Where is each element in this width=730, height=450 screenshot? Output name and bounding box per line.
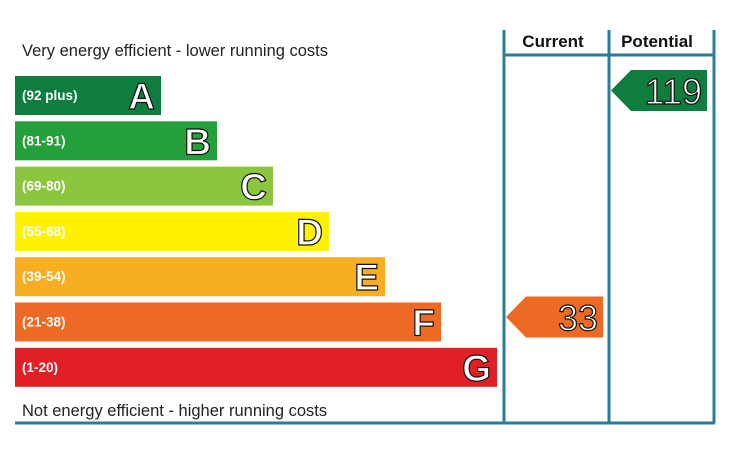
current-header: Current (522, 32, 584, 51)
band-F: (21-38) F (15, 302, 441, 344)
potential-header: Potential (621, 32, 693, 51)
current-rating-arrow: 33 (506, 296, 603, 339)
band-letter: A (128, 76, 155, 117)
band-bar-A (15, 76, 161, 115)
current-rating-arrow-value: 33 (558, 298, 598, 339)
band-bar-G (15, 347, 497, 387)
potential-rating-arrow-shape (611, 70, 707, 111)
band-range-label: (21-38) (22, 315, 66, 330)
band-G: (1-20) G (15, 347, 497, 389)
bottom-caption: Not energy efficient - higher running co… (22, 402, 327, 420)
band-letter: F (412, 303, 435, 344)
band-range-label: (69-80) (22, 179, 66, 194)
band-bar-F (15, 302, 441, 342)
band-E: (39-54) E (15, 257, 385, 299)
band-A: (92 plus) A (15, 75, 161, 118)
band-letter: B (184, 121, 211, 162)
band-B: (81-91) B (15, 121, 217, 163)
band-bar-D (15, 211, 329, 251)
band-letter: C (240, 167, 267, 208)
band-C: (69-80) C (15, 166, 273, 208)
potential-rating-arrow-value: 119 (645, 71, 702, 112)
band-D: (55-68) D (15, 211, 329, 253)
band-letter: E (354, 257, 379, 298)
band-letter: D (296, 212, 323, 253)
band-range-label: (81-91) (22, 133, 66, 148)
band-range-label: (92 plus) (22, 88, 78, 103)
band-range-label: (39-54) (22, 269, 66, 284)
band-range-label: (55-68) (22, 224, 66, 239)
current-rating-arrow-shape (506, 296, 603, 338)
band-letter: G (462, 348, 491, 389)
potential-rating-arrow: 119 (611, 70, 707, 113)
band-bar-E (15, 257, 385, 297)
band-range-label: (1-20) (22, 360, 58, 375)
top-caption: Very energy efficient - lower running co… (22, 42, 328, 60)
band-bar-B (15, 121, 217, 161)
band-bar-C (15, 166, 273, 206)
